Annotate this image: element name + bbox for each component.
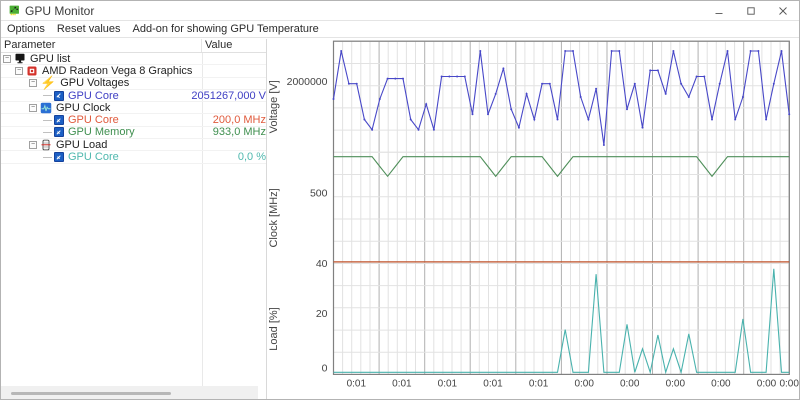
svg-text:0: 0: [322, 363, 328, 375]
svg-text:20: 20: [316, 308, 328, 320]
svg-text:2000000: 2000000: [287, 76, 328, 88]
svg-text:0:00: 0:00: [757, 379, 777, 390]
svg-text:Load [%]: Load [%]: [268, 307, 280, 350]
svg-text:0:01: 0:01: [529, 379, 549, 390]
svg-text:0:00: 0:00: [779, 379, 799, 390]
svg-text:0:01: 0:01: [392, 379, 412, 390]
svg-text:0:01: 0:01: [438, 379, 458, 390]
svg-text:40: 40: [316, 258, 328, 270]
svg-text:0:00: 0:00: [666, 379, 686, 390]
svg-text:0:01: 0:01: [483, 379, 503, 390]
svg-text:0:01: 0:01: [347, 379, 367, 390]
svg-text:0:00: 0:00: [620, 379, 640, 390]
svg-text:0:00: 0:00: [711, 379, 731, 390]
svg-text:0:00: 0:00: [574, 379, 594, 390]
svg-text:500: 500: [310, 188, 328, 200]
svg-text:Voltage [V]: Voltage [V]: [268, 80, 280, 133]
svg-text:Clock [MHz]: Clock [MHz]: [268, 188, 280, 247]
